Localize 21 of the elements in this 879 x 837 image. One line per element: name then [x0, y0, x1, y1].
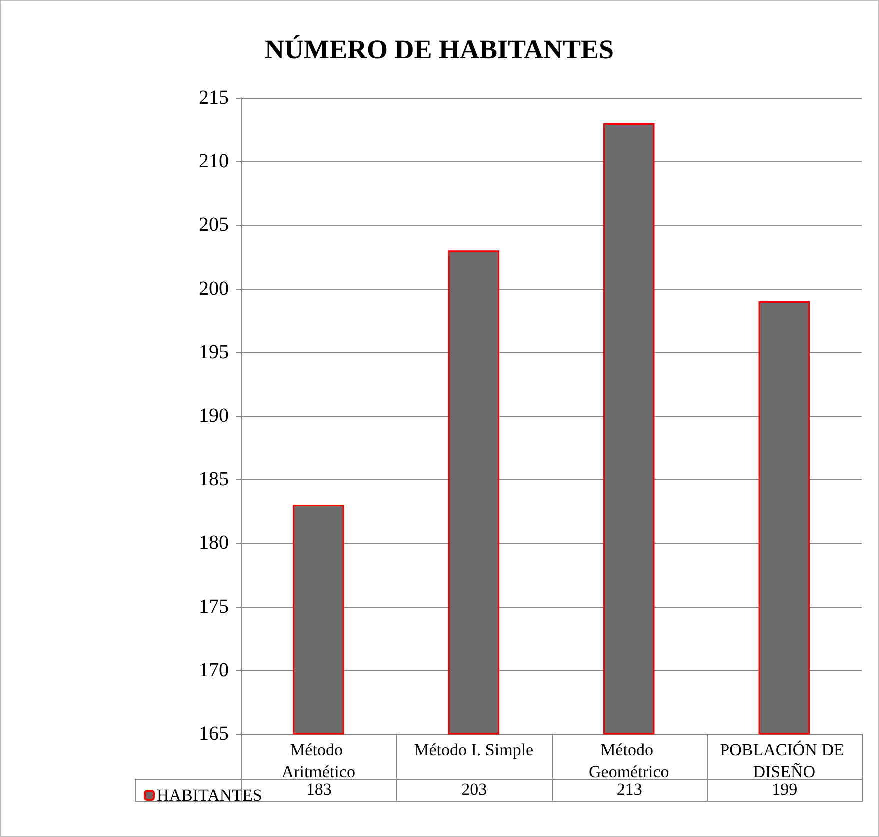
y-tick-label: 180 — [199, 532, 229, 554]
x-tick-label: Método Aritmético — [282, 740, 356, 782]
legend-label: HABITANTES — [157, 786, 262, 805]
y-tick-label: 165 — [199, 723, 229, 745]
data-label: 213 — [552, 779, 708, 802]
y-tick-label: 215 — [199, 87, 229, 109]
data-label: 203 — [396, 779, 552, 802]
y-tick-label: 185 — [199, 468, 229, 491]
x-tick-label: POBLACIÓN DE DISEÑO — [720, 740, 849, 782]
y-tick-label: 175 — [199, 596, 229, 618]
y-tick-label: 200 — [199, 278, 229, 300]
x-tick-label: Método Geométrico — [589, 740, 670, 782]
y-tick-label: 205 — [199, 214, 229, 236]
chart-title: NÚMERO DE HABITANTES — [264, 34, 614, 64]
y-tick-label: 190 — [199, 405, 229, 427]
data-label: 183 — [306, 780, 332, 799]
y-tick-label: 195 — [199, 341, 229, 364]
y-tick-label: 210 — [199, 150, 229, 173]
x-tick-label: Método I. Simple — [414, 740, 534, 760]
data-label: 199 — [706, 779, 863, 802]
y-tick-label: 170 — [199, 659, 229, 682]
